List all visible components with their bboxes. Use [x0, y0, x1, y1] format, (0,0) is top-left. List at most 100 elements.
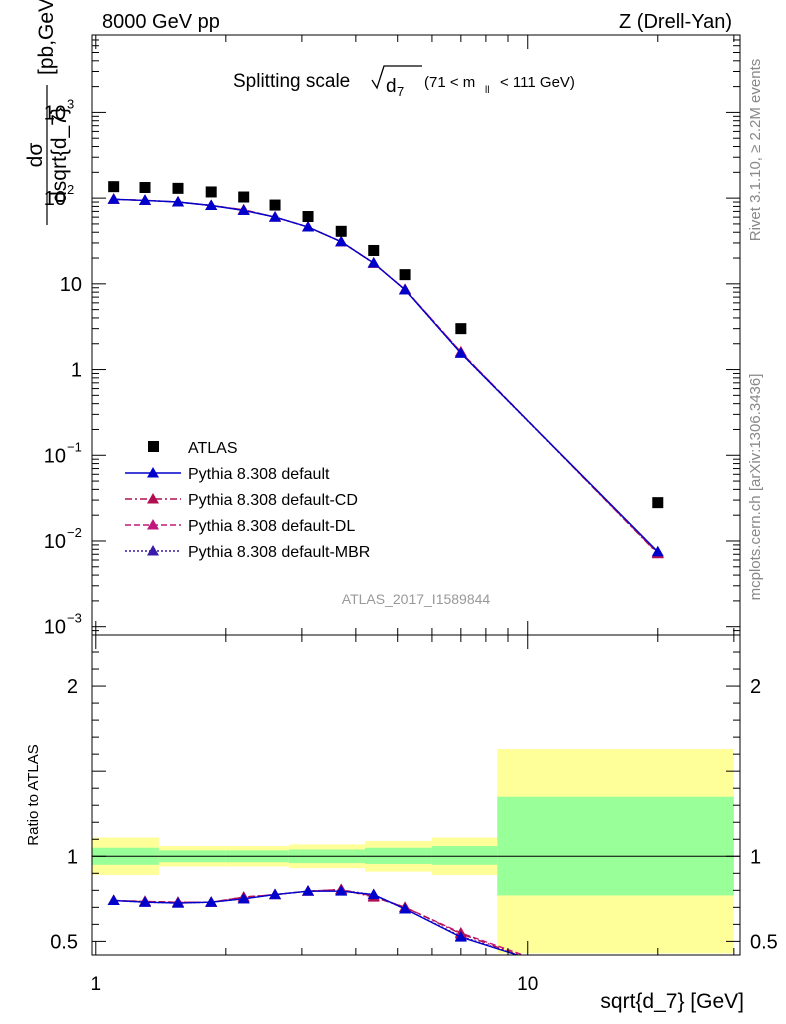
x-tick-label: 10 — [517, 974, 538, 995]
main-y-axis-label: dσ dsqrt{d_7} [pb,GeV -1 ] — [24, 0, 71, 225]
data-point — [652, 497, 664, 509]
y-tick-exponent: −3 — [67, 611, 82, 626]
main-series-group — [107, 181, 664, 559]
ratio-marker-default — [107, 894, 120, 906]
title-symbol: d — [386, 76, 397, 97]
y-tick-label: 10 3 — [44, 96, 74, 124]
ratio-marker-default — [205, 896, 218, 907]
data-point — [399, 269, 411, 281]
legend-marker-mbr — [147, 545, 159, 556]
ratio-marker-default — [399, 903, 412, 914]
y-tick-base: 10 — [44, 617, 66, 639]
y-tick-label-right: 0.5 — [750, 931, 778, 953]
plot-title: Splitting scale d 7 (71 < m ll < 111 GeV… — [233, 65, 575, 99]
y-tick-base: 10 — [60, 274, 82, 296]
ratio-marker-default — [269, 888, 282, 900]
legend-label-data: ATLAS — [188, 440, 238, 457]
process-label: Z (Drell-Yan) — [619, 11, 732, 33]
energy-label: 8000 GeV pp — [102, 11, 220, 33]
y-tick-label: 10 — [60, 274, 82, 296]
x-tick-label: 1 — [91, 974, 102, 995]
mc-marker-default — [367, 257, 380, 268]
y-tick-label: 2 — [67, 676, 78, 698]
analysis-watermark: ATLAS_2017_I1589844 — [342, 591, 491, 607]
y-tick-label: 10 2 — [44, 182, 74, 210]
legend-marker-data — [148, 441, 159, 452]
rivet-label: Rivet 3.1.10, ≥ 2.2M events — [747, 59, 764, 242]
title-cut-end: < 111 GeV) — [500, 74, 575, 91]
y-tick-label-right: 1 — [750, 846, 761, 868]
y-tick-label-right: 2 — [750, 676, 761, 698]
legend-marker-dl — [147, 519, 159, 530]
data-point — [238, 191, 250, 203]
legend-label-mbr: Pythia 8.308 default-MBR — [188, 544, 370, 561]
mc-marker-default — [651, 545, 664, 557]
ratio-panel: 1 10 0.5 0.5 1 1 2 2 — [50, 634, 778, 995]
legend-marker-default — [147, 467, 159, 478]
mc-marker-default — [139, 194, 152, 205]
mc-marker-default — [237, 204, 250, 215]
ratio-series-group — [107, 883, 526, 955]
uncertainty-band-inner — [431, 846, 498, 865]
ratio-marker-default — [367, 888, 380, 900]
mc-marker-default — [335, 235, 348, 247]
mcplots-label: mcplots.cern.ch [arXiv:1306.3436] — [747, 374, 764, 601]
y-tick-base: 10 — [44, 102, 66, 124]
x-axis-label: sqrt{d_7} [GeV] — [600, 990, 744, 1013]
title-subscript: 7 — [397, 84, 404, 99]
mc-marker-default — [269, 211, 282, 222]
legend: ATLAS Pythia 8.308 default Pythia 8.308 de… — [125, 440, 370, 561]
y-tick-base: 10 — [44, 531, 66, 553]
title-text: Splitting scale — [233, 71, 350, 92]
legend-label-dl: Pythia 8.308 default-DL — [188, 518, 355, 535]
data-point — [335, 225, 347, 237]
ratio-y-axis-label: Ratio to ATLAS — [25, 744, 42, 845]
legend-label-cd: Pythia 8.308 default-CD — [188, 492, 358, 509]
y-tick-base: 10 — [44, 445, 66, 467]
mc-marker-default — [454, 347, 467, 358]
y-tick-exponent: 3 — [67, 96, 74, 111]
legend-marker-cd — [147, 493, 159, 504]
y-tick-exponent: −2 — [67, 525, 82, 540]
y-tick-base: 10 — [44, 188, 66, 210]
title-cut-sub: ll — [485, 85, 489, 96]
mc-line-default — [113, 198, 659, 553]
data-point — [139, 182, 151, 194]
ylabel-denominator: dsqrt{d_7} — [48, 107, 71, 203]
y-tick-exponent: 2 — [67, 182, 74, 197]
ratio-marker-default — [302, 885, 315, 896]
data-point — [368, 244, 380, 256]
data-point — [108, 181, 120, 193]
y-tick-label: 1 — [67, 846, 78, 868]
ratio-marker-default — [139, 896, 152, 907]
mc-marker-default — [205, 199, 218, 211]
data-point — [269, 199, 281, 211]
ratio-marker-default — [454, 931, 467, 942]
mc-marker-default — [399, 283, 412, 295]
ratio-frame — [91, 634, 741, 956]
y-tick-base: 1 — [71, 360, 82, 382]
data-point — [205, 186, 217, 198]
y-tick-label: 1 — [71, 360, 82, 382]
title-cut: (71 < m — [424, 74, 475, 91]
y-tick-label: 0.5 — [50, 931, 78, 953]
ratio-marker-default — [335, 885, 348, 896]
y-tick-label: 10 −2 — [44, 525, 82, 553]
data-point — [172, 182, 184, 194]
ylabel-units: [pb,GeV — [35, 0, 58, 75]
uncertainty-band-inner — [497, 796, 734, 896]
y-tick-label: 10 −1 — [44, 439, 82, 467]
ylabel-numerator: dσ — [24, 143, 47, 168]
sqrt-symbol — [371, 65, 422, 90]
mc-marker-default — [302, 221, 315, 232]
data-point — [455, 323, 467, 335]
y-tick-exponent: −1 — [67, 439, 82, 454]
legend-label-default: Pythia 8.308 default — [188, 466, 330, 483]
ratio-marker-default — [237, 892, 250, 904]
ratio-marker-default — [172, 897, 185, 908]
mc-marker-default — [107, 193, 120, 204]
mc-marker-default — [172, 196, 185, 207]
y-tick-label: 10 −3 — [44, 611, 82, 639]
